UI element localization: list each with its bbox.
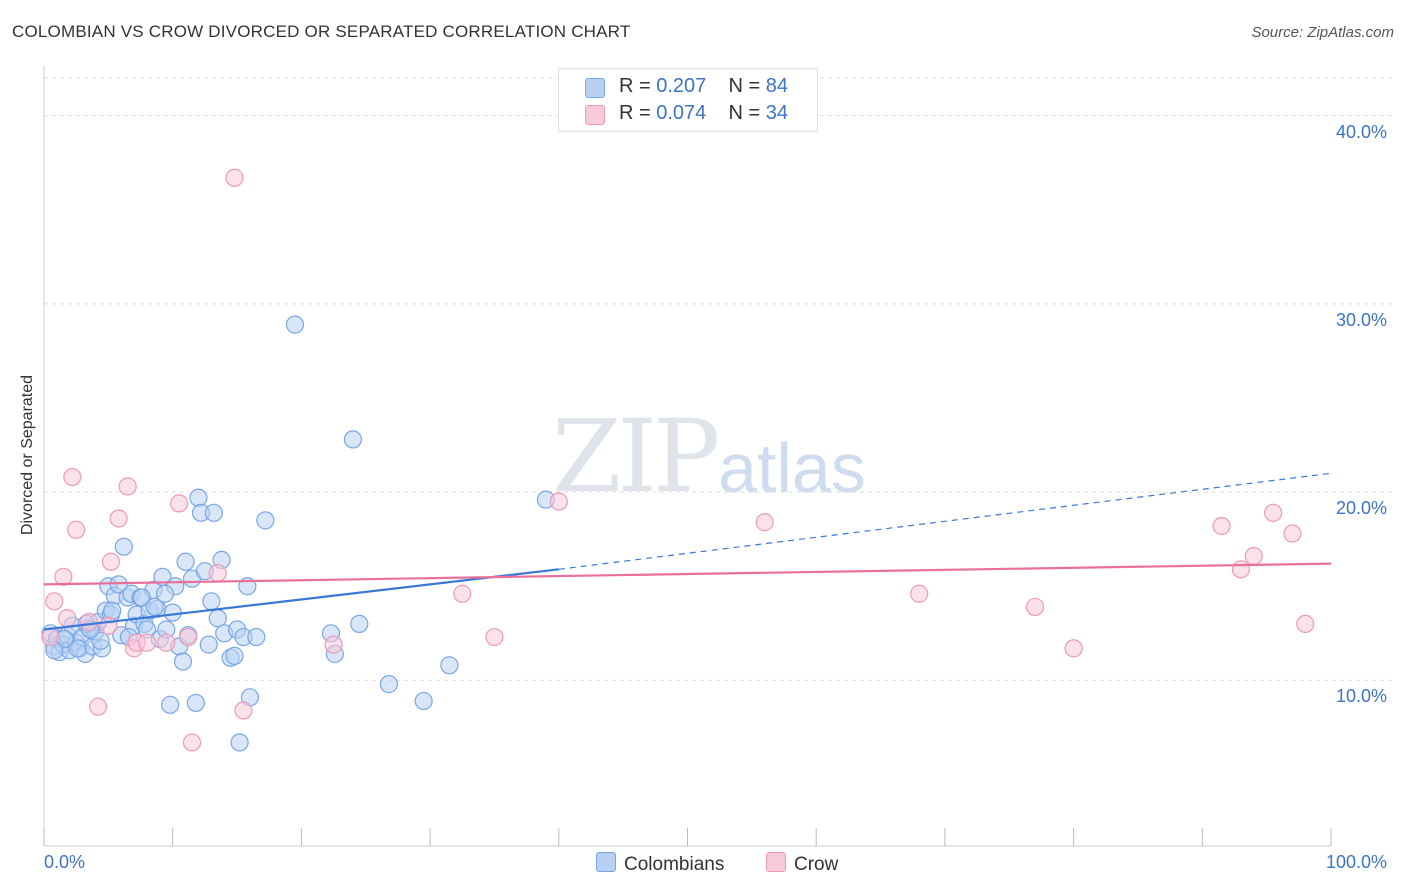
crow-point (1244, 547, 1263, 566)
crow-point (910, 584, 929, 603)
legend-r-value: 0.074 (656, 102, 707, 124)
colombians-point (414, 691, 433, 711)
chart-title: COLOMBIAN VS CROW DIVORCED OR SEPARATED … (12, 22, 631, 41)
legend-r-label: R = (619, 102, 657, 124)
y-tick-label: 20.0% (1336, 498, 1388, 519)
legend-n-label: N = (728, 75, 766, 97)
bottom-legend-label-colombians: Colombians (624, 854, 725, 875)
colombians-point (114, 537, 133, 556)
crow-point (1025, 597, 1045, 617)
colombians-point (163, 603, 182, 622)
axis-layer (43, 66, 1332, 847)
bottom-legend-swatch-colombians (596, 852, 616, 872)
crow-point (63, 467, 82, 487)
x-tick-label-min: 0.0% (44, 852, 86, 872)
colombians-point (225, 646, 244, 665)
legend-swatch-crow (585, 105, 605, 125)
colombians-point (161, 695, 180, 714)
points-layer (41, 168, 1315, 752)
y-tick-label: 30.0% (1336, 309, 1388, 330)
colombians-point (176, 552, 195, 571)
crow-point (109, 509, 128, 528)
colombians-trend-extension (558, 472, 1332, 570)
crow-point (45, 592, 64, 611)
colombians-point (145, 597, 164, 617)
colombians-point (247, 627, 266, 647)
crow-point (157, 633, 176, 652)
crow-point (137, 633, 157, 652)
crow-point (1296, 614, 1315, 633)
colombians-point (189, 488, 208, 507)
crow-point (324, 635, 343, 654)
crow-point (1231, 560, 1251, 579)
colombians-point (202, 592, 221, 611)
crow-point (170, 494, 189, 513)
bottom-legend-colombians: Colombians (596, 852, 724, 876)
watermark-zip: ZIP (552, 398, 720, 515)
y-tick-label: 40.0% (1336, 121, 1388, 142)
crow-point (1212, 516, 1231, 536)
colombians-point (285, 315, 305, 334)
colombians-trend-line (43, 568, 559, 631)
crow-point (208, 563, 227, 583)
colombians-point (204, 503, 223, 522)
crow-point (118, 477, 137, 496)
crow-point (182, 733, 202, 752)
colombians-point (155, 584, 175, 603)
colombians-point (230, 733, 249, 752)
colombians-point (173, 652, 193, 671)
crow-point (234, 701, 253, 720)
colombians-point (350, 614, 369, 633)
legend-r-value: 0.207 (656, 75, 707, 97)
bottom-legend-crow: Crow (766, 852, 838, 876)
crow-point (79, 612, 99, 632)
colombians-point (208, 609, 227, 628)
crow-point (54, 567, 73, 586)
colombians-point (379, 675, 399, 694)
y-tick-label: 10.0% (1336, 686, 1388, 707)
x-tick-label-max: 100.0% (1326, 852, 1388, 872)
crow-point (1283, 524, 1302, 543)
source-credit: Source: ZipAtlas.com (1251, 24, 1394, 41)
bottom-legend-label-crow: Crow (794, 854, 839, 875)
colombians-point (68, 639, 87, 658)
legend-swatch-colombians (585, 78, 605, 98)
crow-point (225, 168, 244, 187)
crow-point (41, 627, 60, 647)
crow-point (67, 520, 86, 539)
legend-n-value: 84 (765, 75, 789, 97)
crow-point (1263, 503, 1283, 522)
crow-point (1064, 639, 1083, 658)
watermark-atlas: atlas (718, 429, 866, 507)
crow-point (101, 552, 121, 571)
trend-layer (43, 472, 1332, 631)
colombians-point (186, 693, 205, 713)
crow-point (58, 609, 77, 628)
crow-point (755, 513, 774, 532)
legend-n-value: 34 (765, 102, 789, 124)
colombians-point (440, 656, 459, 675)
bottom-legend-swatch-crow (766, 852, 786, 872)
colombians-point (343, 430, 362, 449)
colombians-point (199, 635, 218, 654)
crow-point (549, 492, 568, 511)
colombians-point (103, 601, 122, 620)
crow-point (88, 697, 108, 716)
crow-point (99, 616, 118, 635)
crow-point (179, 627, 198, 647)
crow-trend-line (43, 562, 1332, 586)
crow-point (485, 627, 504, 647)
colombians-point (132, 588, 151, 607)
stats-legend: R = 0.207 N = 84 R = 0.074 N = 34 (558, 68, 818, 132)
legend-r-label: R = (619, 75, 657, 97)
colombians-point (91, 631, 110, 650)
legend-n-label: N = (728, 102, 766, 124)
crow-point (453, 584, 472, 603)
colombians-point (256, 511, 275, 530)
